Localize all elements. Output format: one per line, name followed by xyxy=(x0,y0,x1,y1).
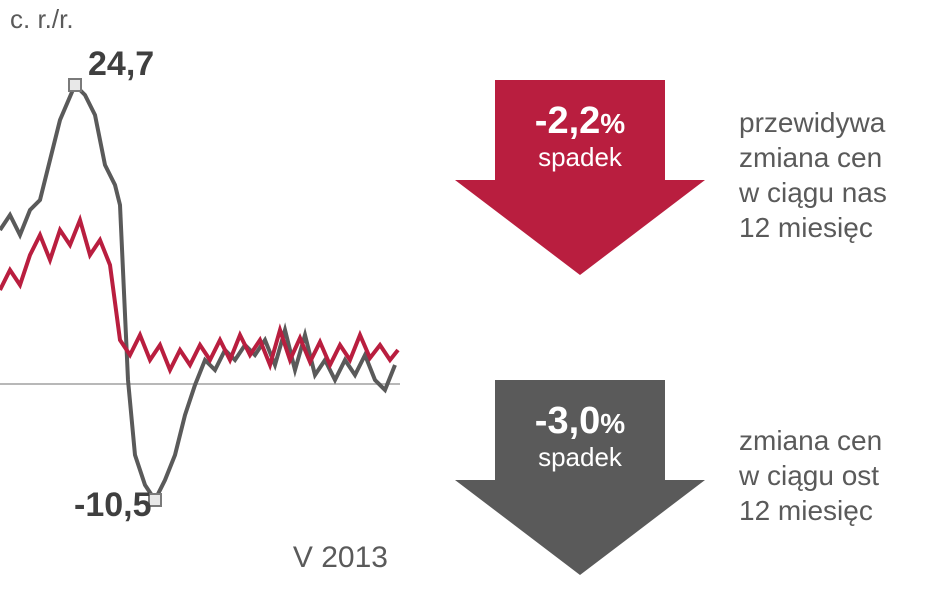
price-change-chart: c. r./r. 24,7 -10,5 V 2013 xyxy=(0,0,400,593)
forecast-desc-line: zmiana cen xyxy=(739,140,887,175)
forecast-desc-line: 12 miesięc xyxy=(739,210,887,245)
past-arrow-block: -3,0% spadek zmiana cen w ciągu ost 12 m… xyxy=(455,370,945,580)
forecast-arrow-block: -2,2% spadek przewidywa zmiana cen w cią… xyxy=(455,70,945,280)
past-sub: spadek xyxy=(455,442,705,473)
forecast-desc: przewidywa zmiana cen w ciągu nas 12 mie… xyxy=(739,105,887,245)
pct-sign: % xyxy=(600,408,625,439)
past-desc-line: zmiana cen xyxy=(739,423,882,458)
y-axis-label: c. r./r. xyxy=(10,4,74,35)
past-desc: zmiana cen w ciągu ost 12 miesięc xyxy=(739,423,882,528)
forecast-arrow-text: -2,2% spadek xyxy=(455,102,705,173)
chart-svg xyxy=(0,60,400,530)
forecast-value: -2,2 xyxy=(535,100,600,142)
past-arrow: -3,0% spadek xyxy=(455,370,705,580)
past-desc-line: 12 miesięc xyxy=(739,493,882,528)
past-value: -3,0 xyxy=(535,400,600,442)
forecast-desc-line: przewidywa xyxy=(739,105,887,140)
peak-low-label: -10,5 xyxy=(74,486,152,525)
past-desc-line: w ciągu ost xyxy=(739,458,882,493)
forecast-arrow: -2,2% spadek xyxy=(455,70,705,280)
forecast-desc-line: w ciągu nas xyxy=(739,175,887,210)
forecast-sub: spadek xyxy=(455,142,705,173)
past-arrow-text: -3,0% spadek xyxy=(455,402,705,473)
pct-sign: % xyxy=(600,108,625,139)
x-axis-label-right: V 2013 xyxy=(293,541,388,575)
